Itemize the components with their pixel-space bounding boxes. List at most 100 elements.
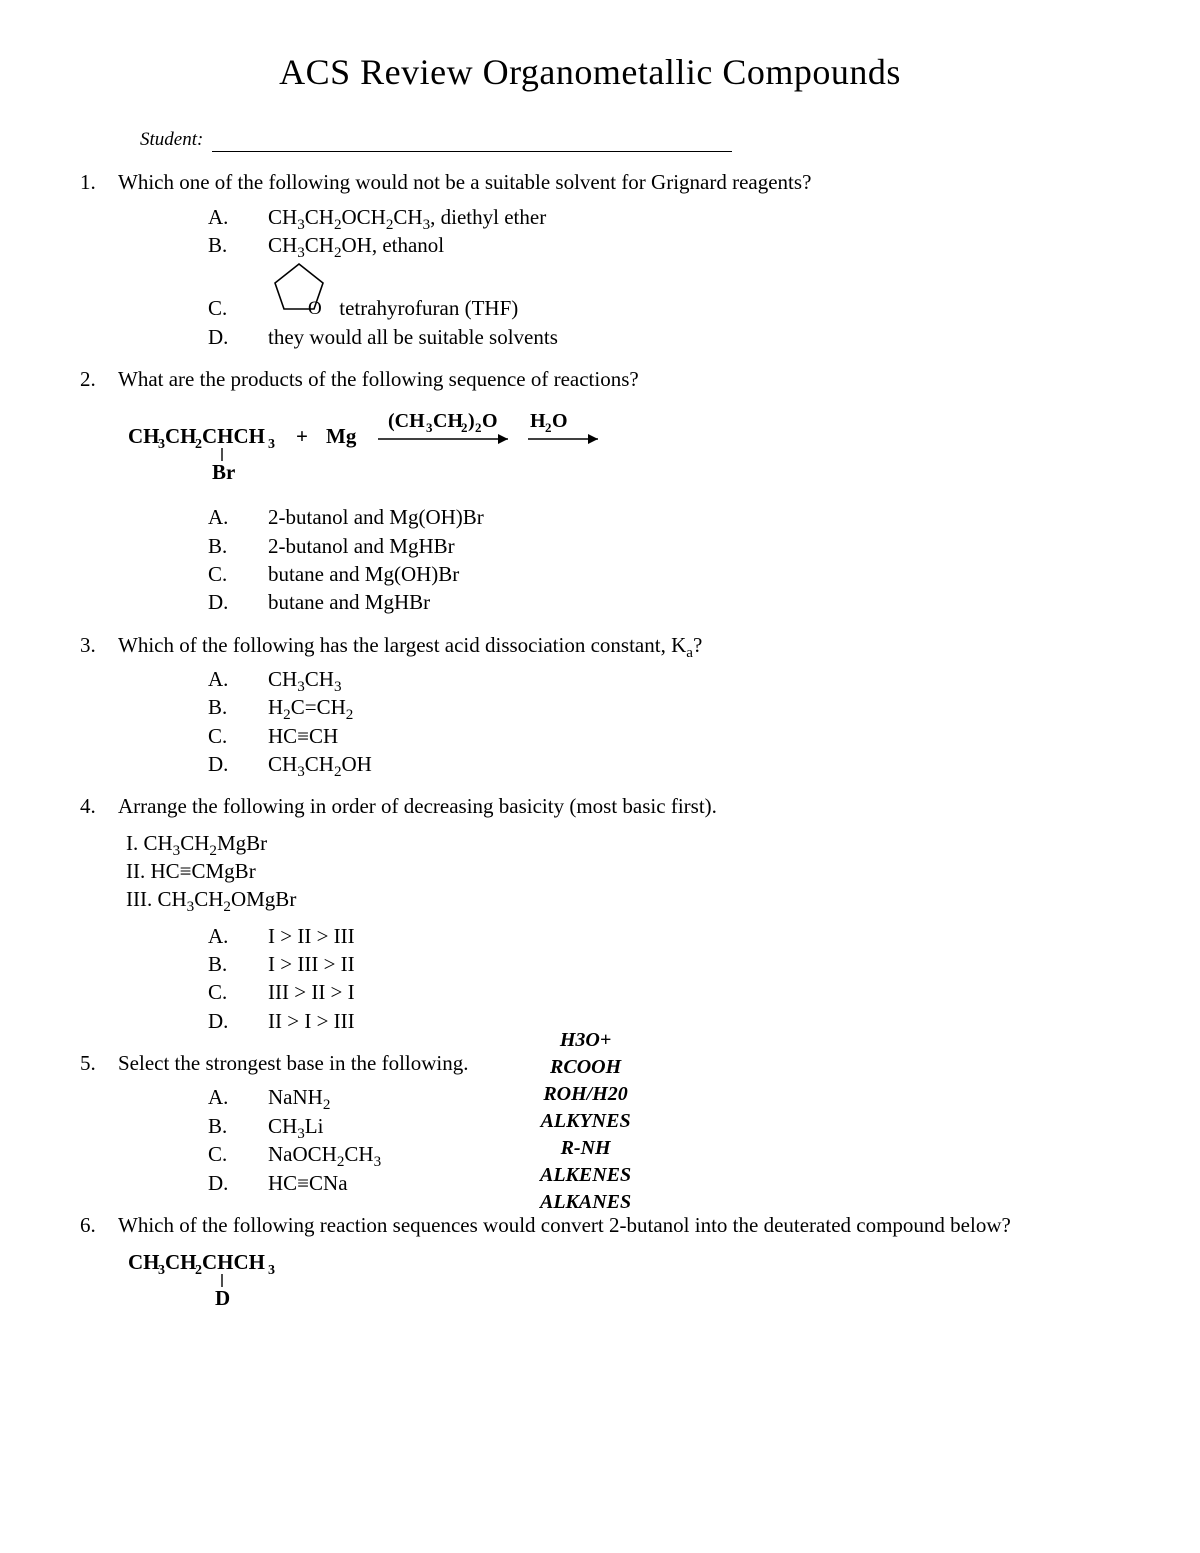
q1-c-label: tetrahyrofuran (THF) — [339, 296, 518, 320]
svg-text:CHCH: CHCH — [202, 1250, 265, 1274]
q2-reaction-scheme: CH 3 CH 2 CHCH 3 Br + Mg (CH 3 CH 2 — [128, 403, 1100, 493]
svg-text:): ) — [468, 410, 475, 432]
q5-number: 5. — [80, 1049, 118, 1197]
option-letter: D. — [208, 323, 268, 351]
side-l3: ROH/H20 — [540, 1081, 631, 1108]
side-l1: H3O+ — [540, 1027, 631, 1054]
q3-option-c: C. HC≡CH — [208, 722, 1100, 750]
option-letter: C. — [208, 722, 268, 750]
q5-option-b: B. CH3Li — [208, 1112, 1100, 1140]
svg-text:+: + — [296, 424, 308, 448]
option-text: butane and Mg(OH)Br — [268, 560, 1100, 588]
q4-number: 4. — [80, 792, 118, 1035]
option-letter: D. — [208, 588, 268, 616]
option-text: 2-butanol and Mg(OH)Br — [268, 503, 1100, 531]
q1-option-a: A. CH3CH2OCH2CH3, diethyl ether — [208, 203, 1100, 231]
side-l2: RCOOH — [540, 1054, 631, 1081]
q2-option-d: D. butane and MgHBr — [208, 588, 1100, 616]
q4-roman-list: I. CH3CH2MgBr II. HC≡CMgBr III. CH3CH2OM… — [126, 829, 1100, 914]
q1-number: 1. — [80, 168, 118, 351]
svg-text:H: H — [530, 410, 546, 432]
option-text: HC≡CH — [268, 722, 1100, 750]
option-text: CH3CH2OH, ethanol — [268, 231, 1100, 259]
svg-text:2: 2 — [475, 420, 482, 435]
q4-option-a: A. I > II > III — [208, 922, 1100, 950]
option-letter: D. — [208, 750, 268, 778]
q2-option-a: A. 2-butanol and Mg(OH)Br — [208, 503, 1100, 531]
svg-text:2: 2 — [195, 437, 202, 452]
option-letter: C. — [208, 978, 268, 1006]
q4-stem: Arrange the following in order of decrea… — [118, 792, 1100, 820]
q2-stem: What are the products of the following s… — [118, 365, 1100, 393]
svg-text:2: 2 — [195, 1263, 202, 1278]
q2-number: 2. — [80, 365, 118, 617]
q3-option-d: D. CH3CH2OH — [208, 750, 1100, 778]
svg-text:3: 3 — [268, 437, 275, 452]
svg-text:CH: CH — [128, 1250, 160, 1274]
q6-number: 6. — [80, 1211, 118, 1315]
option-letter: B. — [208, 693, 268, 721]
acidity-ladder-note: H3O+ RCOOH ROH/H20 ALKYNES R-NH ALKENES … — [540, 1027, 631, 1216]
q1-option-d: D. they would all be suitable solvents — [208, 323, 1100, 351]
svg-text:3: 3 — [426, 420, 433, 435]
option-letter: B. — [208, 231, 268, 259]
option-letter: A. — [208, 1083, 268, 1111]
svg-text:O: O — [552, 410, 568, 432]
q2-option-c: C. butane and Mg(OH)Br — [208, 560, 1100, 588]
question-3: 3. Which of the following has the larges… — [80, 631, 1100, 779]
option-text: NaOCH2CH3 — [268, 1140, 1100, 1168]
thf-structure-icon: O — [268, 259, 330, 322]
option-text: II > I > III — [268, 1007, 1100, 1035]
q4-option-d: D. II > I > III — [208, 1007, 1100, 1035]
svg-text:(CH: (CH — [388, 410, 425, 432]
svg-text:3: 3 — [268, 1263, 275, 1278]
side-l7: ALKANES — [540, 1189, 631, 1216]
q4-roman-i: I. CH3CH2MgBr — [126, 829, 1100, 857]
side-l6: ALKENES — [540, 1162, 631, 1189]
q1-option-c: C. O tetrahyrofuran (THF) — [208, 259, 1100, 322]
option-letter: C. — [208, 1140, 268, 1168]
side-l5: R-NH — [540, 1135, 631, 1162]
student-blank-line — [212, 151, 732, 152]
question-4: 4. Arrange the following in order of dec… — [80, 792, 1100, 1035]
q1-stem: Which one of the following would not be … — [118, 168, 1100, 196]
svg-text:CH: CH — [433, 410, 463, 432]
option-text: I > II > III — [268, 922, 1100, 950]
q5-option-c: C. NaOCH2CH3 — [208, 1140, 1100, 1168]
svg-text:O: O — [308, 298, 322, 315]
svg-text:3: 3 — [158, 437, 165, 452]
q4-roman-ii: II. HC≡CMgBr — [126, 857, 1100, 885]
svg-text:CH: CH — [165, 424, 197, 448]
option-letter: B. — [208, 950, 268, 978]
option-text: they would all be suitable solvents — [268, 323, 1100, 351]
option-text: O tetrahyrofuran (THF) — [268, 259, 1100, 322]
question-1: 1. Which one of the following would not … — [80, 168, 1100, 351]
q1-option-b: B. CH3CH2OH, ethanol — [208, 231, 1100, 259]
q4-option-b: B. I > III > II — [208, 950, 1100, 978]
q6-structure: CH 3 CH 2 CHCH 3 D — [128, 1249, 1100, 1314]
option-text: 2-butanol and MgHBr — [268, 532, 1100, 560]
svg-text:CH: CH — [128, 424, 160, 448]
option-letter: A. — [208, 503, 268, 531]
q3-number: 3. — [80, 631, 118, 779]
option-text: III > II > I — [268, 978, 1100, 1006]
q5-option-d: D. HC≡CNa — [208, 1169, 1100, 1197]
student-label: Student: — [140, 129, 203, 150]
option-letter: D. — [208, 1169, 268, 1197]
option-letter: C. — [208, 294, 268, 322]
option-letter: B. — [208, 532, 268, 560]
option-letter: A. — [208, 203, 268, 231]
svg-text:2: 2 — [461, 420, 468, 435]
question-6: 6. Which of the following reaction seque… — [80, 1211, 1100, 1315]
option-text: CH3Li — [268, 1112, 1100, 1140]
q3-option-a: A. CH3CH3 — [208, 665, 1100, 693]
option-text: CH3CH2OH — [268, 750, 1100, 778]
option-letter: B. — [208, 1112, 268, 1140]
option-text: HC≡CNa — [268, 1169, 1100, 1197]
svg-text:3: 3 — [158, 1263, 165, 1278]
question-5: 5. Select the strongest base in the foll… — [80, 1049, 1100, 1197]
question-2: 2. What are the products of the followin… — [80, 365, 1100, 617]
option-letter: A. — [208, 922, 268, 950]
svg-text:2: 2 — [545, 420, 552, 435]
q3-option-b: B. H2C=CH2 — [208, 693, 1100, 721]
